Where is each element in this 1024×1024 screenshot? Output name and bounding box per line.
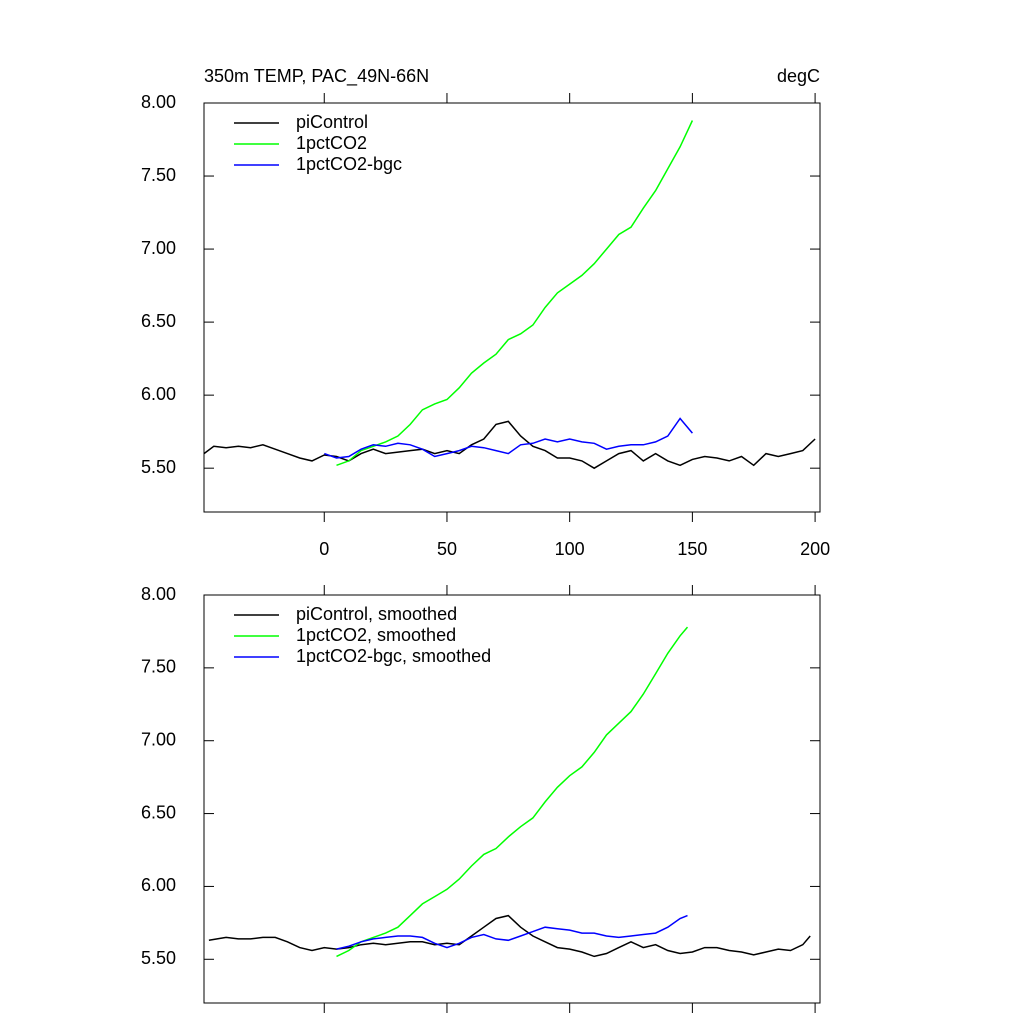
x-tick-label: 200	[800, 539, 830, 559]
plot-frame	[203, 102, 821, 513]
legend-label: 1pctCO2, smoothed	[296, 625, 456, 645]
data-line	[336, 626, 689, 958]
data-line	[336, 120, 694, 467]
y-tick-label: 5.50	[141, 457, 176, 477]
legend-label: 1pctCO2-bgc	[296, 154, 402, 174]
legend-label: piControl	[296, 112, 368, 132]
chart-title: 350m TEMP, PAC_49N-66N	[204, 66, 429, 87]
data-line	[203, 420, 816, 470]
y-tick-label: 5.50	[141, 948, 176, 968]
x-tick-label: 0	[319, 539, 329, 559]
y-tick-label: 7.00	[141, 238, 176, 258]
y-tick-label: 6.00	[141, 384, 176, 404]
y-tick-label: 7.50	[141, 165, 176, 185]
y-tick-label: 7.50	[141, 657, 176, 677]
units-label: degC	[777, 66, 820, 86]
y-tick-label: 7.00	[141, 729, 176, 749]
x-tick-label: 50	[437, 539, 457, 559]
y-tick-label: 6.50	[141, 802, 176, 822]
y-tick-label: 8.00	[141, 584, 176, 604]
y-tick-label: 6.00	[141, 875, 176, 895]
legend-label: piControl, smoothed	[296, 604, 457, 624]
data-line	[324, 417, 693, 459]
x-tick-label: 100	[555, 539, 585, 559]
legend-label: 1pctCO2-bgc, smoothed	[296, 646, 491, 666]
data-line	[208, 914, 811, 958]
x-tick-label: 150	[677, 539, 707, 559]
plot-frame	[203, 594, 821, 1004]
data-line	[336, 914, 688, 950]
legend-label: 1pctCO2	[296, 133, 367, 153]
y-tick-label: 8.00	[141, 92, 176, 112]
y-tick-label: 6.50	[141, 311, 176, 331]
